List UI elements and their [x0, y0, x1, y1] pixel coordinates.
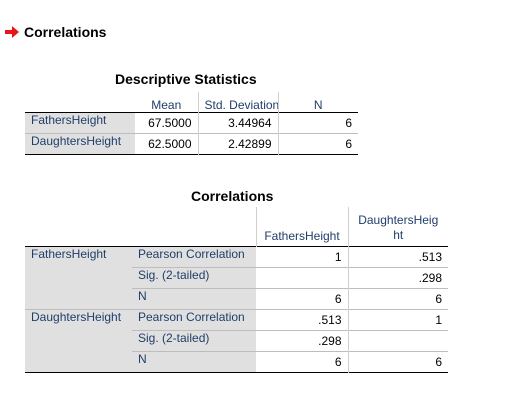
table-row: DaughtersHeight Pearson Correlation .513… [25, 309, 448, 373]
stat-label-n: N [132, 288, 256, 310]
cell-value: 6 [256, 351, 349, 373]
cell-sd: 3.44964 [198, 112, 279, 134]
cell-n: 6 [278, 112, 358, 134]
correlations-title: Correlations [191, 188, 274, 204]
descriptive-stats-table: Mean Std. Deviation N FathersHeight 67.5… [25, 92, 358, 155]
col-header-daughtersheight: DaughtersHeig ht [358, 213, 439, 242]
table-row: DaughtersHeight 62.5000 2.42899 6 [25, 133, 358, 155]
correlations-header-row: FathersHeight DaughtersHeig ht [25, 207, 448, 247]
table-row: N 6 6 [25, 288, 448, 310]
output-heading: Correlations [4, 24, 106, 40]
table-row: N 6 6 [25, 351, 448, 373]
cell-value: 6 [256, 288, 349, 310]
stat-label-n: N [132, 351, 256, 373]
descriptive-header-row: Mean Std. Deviation N [25, 92, 358, 113]
col-header-fathersheight: FathersHeight [256, 207, 349, 247]
cell-value [348, 330, 448, 352]
table-row: FathersHeight 67.5000 3.44964 6 [25, 112, 358, 134]
col-header-mean: Mean [135, 92, 199, 113]
col-header-std-deviation: Std. Deviation [198, 92, 279, 113]
cell-value: 1 [256, 246, 349, 268]
cell-value: 1 [348, 309, 448, 331]
cell-value: .298 [256, 330, 349, 352]
cell-value: .513 [256, 309, 349, 331]
stat-label-pearson: Pearson Correlation [132, 246, 256, 268]
cell-mean: 67.5000 [135, 112, 199, 134]
table-row: Sig. (2-tailed) .298 [25, 267, 448, 289]
heading-title: Correlations [24, 24, 107, 40]
row-label-daughtersheight: DaughtersHeight [25, 309, 132, 373]
cell-mean: 62.5000 [135, 133, 199, 155]
table-row: FathersHeight Pearson Correlation 1 .513 [25, 246, 448, 310]
corner-cell [25, 92, 135, 113]
stat-label-sig: Sig. (2-tailed) [132, 267, 256, 289]
table-row: Sig. (2-tailed) .298 [25, 330, 448, 352]
row-label-fathersheight: FathersHeight [25, 246, 132, 310]
cell-value: 6 [348, 288, 448, 310]
stat-label-sig: Sig. (2-tailed) [132, 330, 256, 352]
cell-n: 6 [278, 133, 358, 155]
descriptive-stats-title: Descriptive Statistics [115, 71, 257, 87]
cell-value: 6 [348, 351, 448, 373]
row-label-fathersheight: FathersHeight [25, 112, 135, 134]
correlations-table: FathersHeight DaughtersHeig ht FathersHe… [25, 207, 448, 373]
cell-value [256, 267, 349, 289]
stat-label-pearson: Pearson Correlation [132, 309, 256, 331]
col-header-n: N [313, 98, 323, 112]
cell-sd: 2.42899 [198, 133, 279, 155]
red-arrow-icon [5, 26, 19, 38]
row-label-daughtersheight: DaughtersHeight [25, 133, 135, 155]
cell-value: .298 [348, 267, 448, 289]
cell-value: .513 [348, 246, 448, 268]
corner-cell [132, 207, 257, 247]
corner-cell [25, 207, 132, 247]
